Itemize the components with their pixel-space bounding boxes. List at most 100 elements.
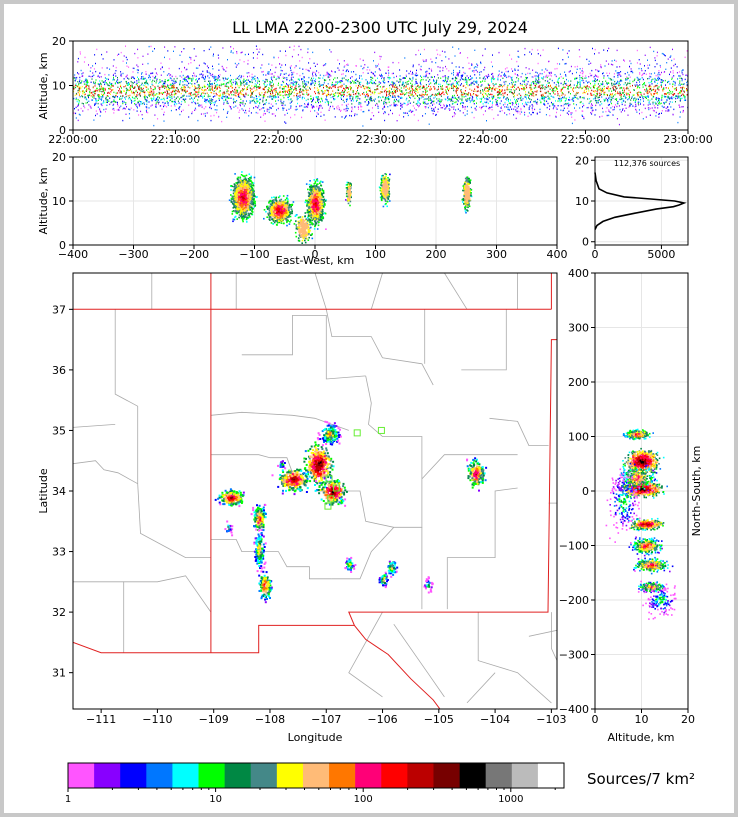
- source-point: [495, 98, 497, 101]
- source-point: [232, 90, 234, 92]
- source-point: [514, 106, 516, 108]
- source-point: [340, 93, 342, 96]
- source-point: [506, 106, 507, 108]
- source-point: [396, 90, 398, 92]
- source-point: [439, 93, 441, 96]
- source-point: [580, 101, 582, 103]
- source-point: [488, 106, 490, 109]
- source-point: [506, 99, 508, 101]
- source-point: [408, 110, 410, 112]
- source-point: [250, 112, 252, 114]
- source-point: [316, 105, 318, 108]
- source-point: [146, 82, 148, 84]
- source-point: [142, 78, 144, 80]
- source-point: [230, 97, 232, 99]
- source-point: [541, 84, 543, 86]
- source-point: [86, 83, 88, 85]
- source-point: [115, 96, 116, 98]
- source-point: [325, 85, 327, 87]
- source-point: [553, 96, 555, 99]
- source-point: [393, 102, 395, 104]
- source-point: [140, 90, 142, 92]
- source-point: [272, 105, 274, 107]
- source-point: [644, 89, 646, 91]
- source-point: [129, 109, 131, 111]
- source-point: [209, 80, 211, 82]
- source-point: [651, 79, 653, 81]
- source-point: [290, 77, 292, 79]
- source-point: [358, 83, 360, 85]
- source-point: [454, 55, 456, 57]
- source-point: [212, 75, 214, 78]
- source-point: [279, 90, 281, 93]
- source-point: [545, 76, 547, 78]
- source-point: [286, 90, 287, 92]
- source-point: [377, 88, 379, 90]
- source-point: [394, 82, 396, 85]
- source-point: [299, 96, 301, 98]
- source-point: [97, 102, 99, 105]
- source-point: [351, 115, 352, 117]
- source-point: [524, 94, 526, 97]
- source-point: [157, 96, 159, 98]
- source-point: [105, 97, 107, 100]
- source-point: [302, 109, 304, 111]
- source-point: [626, 86, 628, 89]
- source-point: [296, 96, 298, 98]
- source-point: [342, 69, 344, 72]
- source-point: [164, 91, 166, 93]
- source-point: [200, 95, 202, 97]
- source-point: [606, 114, 608, 117]
- source-point: [513, 92, 515, 95]
- source-point: [287, 86, 289, 89]
- source-point: [225, 99, 227, 101]
- source-point: [322, 77, 324, 79]
- source-point: [236, 89, 238, 92]
- source-point: [437, 77, 439, 79]
- source-point: [239, 81, 241, 83]
- source-point: [521, 111, 523, 113]
- source-point: [400, 96, 402, 99]
- source-point: [505, 70, 507, 73]
- source-point: [166, 97, 168, 99]
- source-point: [327, 102, 329, 105]
- source-point: [537, 76, 539, 78]
- source-point: [78, 84, 80, 86]
- source-point: [472, 77, 474, 79]
- source-point: [115, 92, 117, 94]
- source-point: [291, 86, 293, 88]
- source-point: [103, 92, 105, 95]
- source-point: [108, 84, 110, 87]
- source-point: [571, 112, 573, 114]
- source-point: [435, 62, 437, 64]
- source-point: [280, 94, 282, 96]
- source-point: [222, 83, 224, 86]
- source-point: [415, 109, 417, 111]
- source-point: [256, 77, 258, 79]
- source-point: [603, 88, 605, 90]
- source-point: [654, 66, 656, 68]
- source-point: [176, 87, 178, 89]
- source-point: [581, 110, 583, 112]
- source-point: [405, 75, 407, 78]
- source-point: [640, 92, 642, 94]
- source-point: [173, 78, 175, 80]
- source-point: [574, 119, 576, 121]
- source-point: [379, 86, 381, 88]
- source-point: [406, 97, 408, 100]
- source-point: [670, 90, 672, 93]
- source-point: [351, 76, 353, 78]
- source-point: [446, 68, 448, 70]
- source-point: [657, 87, 659, 90]
- source-point: [227, 102, 229, 105]
- source-point: [125, 56, 127, 59]
- source-point: [146, 101, 148, 103]
- source-point: [567, 80, 569, 82]
- source-point: [113, 112, 115, 114]
- source-point: [412, 105, 414, 107]
- source-point: [387, 90, 389, 93]
- source-point: [405, 74, 407, 76]
- source-point: [257, 80, 259, 82]
- source-point: [431, 107, 433, 110]
- source-point: [136, 105, 138, 108]
